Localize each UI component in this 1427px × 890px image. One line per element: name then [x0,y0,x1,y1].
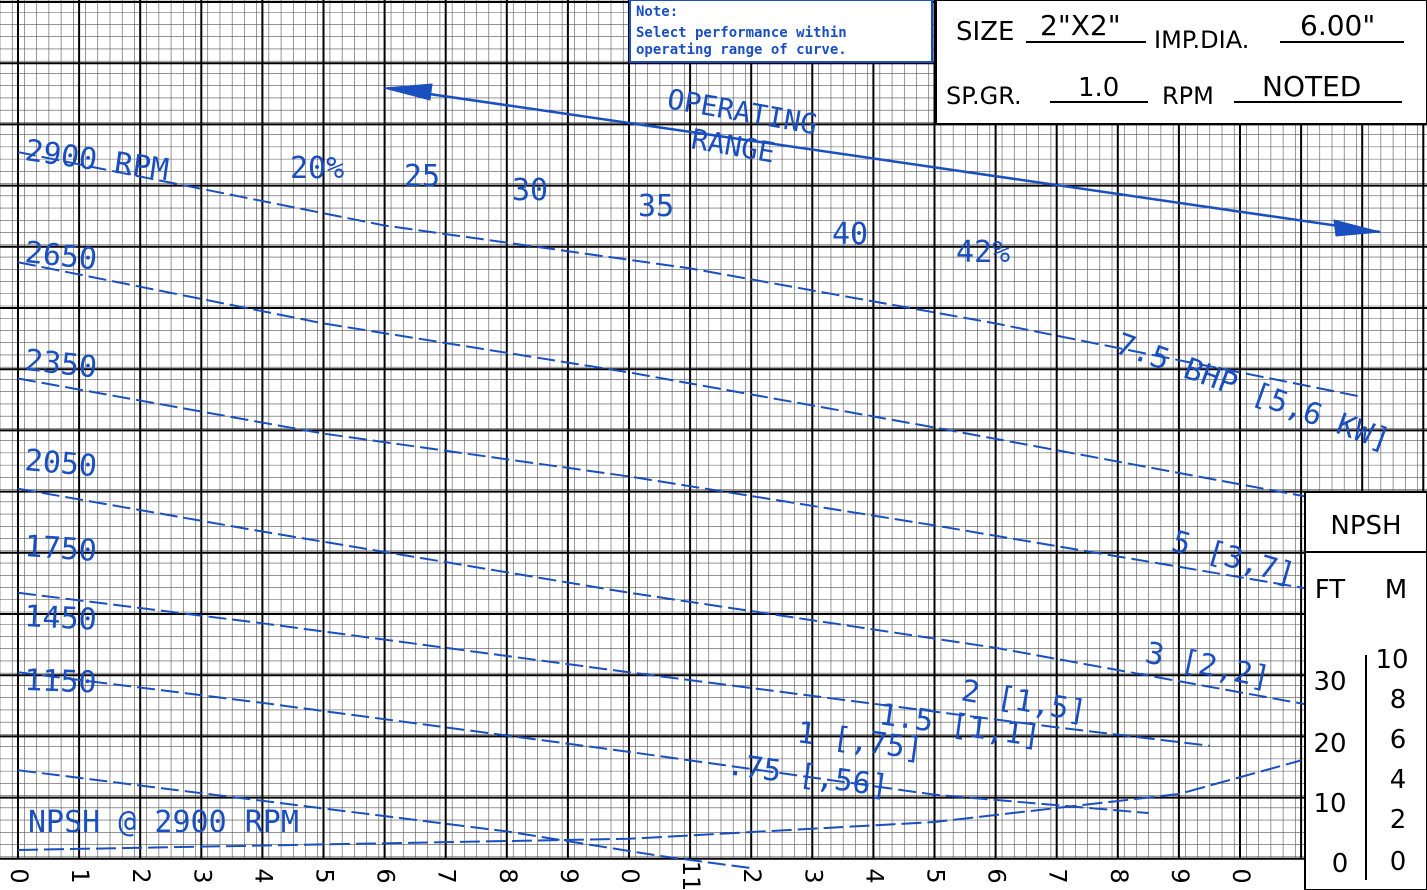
x-tick-label: 7 [433,868,461,883]
npsh-curve-line [17,759,1302,851]
note-line-2: operating range of curve. [636,42,847,58]
x-tick-label: 9 [555,868,583,883]
label-eff-30: 30 [512,173,548,208]
label-eff-20: 20% [290,151,344,186]
x-tick-label: 5 [922,868,950,883]
sp-gr-value: 1.0 [1078,73,1119,103]
m-tick-6: 6 [1390,725,1407,755]
speed-curve-6 [17,769,752,870]
x-tick-label: 0 [1227,868,1255,883]
speed-curve-3 [17,487,1332,710]
x-tick-label: 1 [66,868,94,883]
sp-gr-label: SP.GR. [946,82,1022,110]
label-eff-42: 42% [956,235,1010,270]
note-box: Note: Select performance within operatin… [629,0,933,63]
m-tick-2: 2 [1390,805,1407,835]
label-speed-2050: 2050 [23,443,98,484]
spec-box: SIZE 2"X2" IMP.DIA. 6.00" SP.GR. 1.0 RPM… [935,0,1427,125]
speed-curve-0 [17,151,1363,398]
rpm-label: RPM [1162,82,1214,110]
x-tick-label: 7 [1044,868,1072,883]
x-axis-tick-labels: 0 1 2 3 4 5 6 7 8 9 0 11 2 3 4 5 6 7 8 9 0 [5,861,1255,890]
ft-tick-30: 30 [1313,667,1346,697]
label-bhp-7-5: 7.5 BHP [5,6 KW] [1111,327,1395,459]
label-speed-2900: 2900 RPM [23,133,171,188]
npsh-m-label: M [1385,575,1407,605]
label-eff-40: 40 [832,217,868,252]
label-npsh-curve: NPSH @ 2900 RPM [28,805,299,840]
x-tick-label: 0 [5,868,33,883]
ft-tick-10: 10 [1313,789,1346,819]
chart-grid [0,0,1427,860]
npsh-ft-label: FT [1315,575,1345,605]
m-tick-4: 4 [1390,765,1407,795]
ft-tick-20: 20 [1313,729,1346,759]
x-tick-label: 11 [677,861,705,890]
rpm-value: NOTED [1262,70,1361,103]
x-tick-label: 2 [738,868,766,883]
x-tick-label: 6 [372,868,400,883]
speed-curve-1 [17,261,1363,509]
npsh-scale-box: NPSH FT M 30 20 10 0 10 8 6 4 2 0 [1304,491,1427,890]
x-tick-label: 3 [799,868,827,883]
size-value: 2"X2" [1040,9,1121,42]
note-line-1: Select performance within [636,25,847,41]
label-eff-35: 35 [638,189,674,224]
m-tick-10: 10 [1375,645,1408,675]
note-heading: Note: [636,4,678,20]
x-tick-label: 9 [1166,868,1194,883]
speed-curve-5 [17,671,1149,815]
label-speed-2650: 2650 [23,235,99,277]
speed-curve-4 [17,591,1210,747]
label-speed-1150: 1150 [24,663,97,701]
label-speed-1450: 1450 [24,599,98,638]
x-tick-label: 8 [1105,868,1133,883]
x-tick-label: 2 [127,868,155,883]
x-tick-label: 3 [188,868,216,883]
speed-curves [17,151,1363,870]
imp-dia-value: 6.00" [1300,9,1375,42]
npsh-box-title: NPSH [1330,511,1401,541]
label-speed-2350: 2350 [23,343,99,385]
label-bhp-5: 5 [3,7] [1168,524,1299,592]
x-tick-label: 6 [983,868,1011,883]
x-tick-label: 4 [860,868,888,883]
m-tick-8: 8 [1390,685,1407,715]
speed-curve-2 [17,377,1332,594]
operating-range-arrow [383,83,1381,237]
imp-dia-label: IMP.DIA. [1154,26,1249,54]
size-label: SIZE [956,17,1014,47]
label-speed-1750: 1750 [23,529,98,569]
x-tick-label: 5 [311,868,339,883]
m-tick-0: 0 [1390,847,1407,877]
x-tick-label: 8 [494,868,522,883]
label-eff-25: 25 [404,159,440,194]
x-tick-label: 4 [249,868,277,883]
x-tick-label: 0 [616,868,644,883]
ft-tick-0: 0 [1332,849,1349,879]
